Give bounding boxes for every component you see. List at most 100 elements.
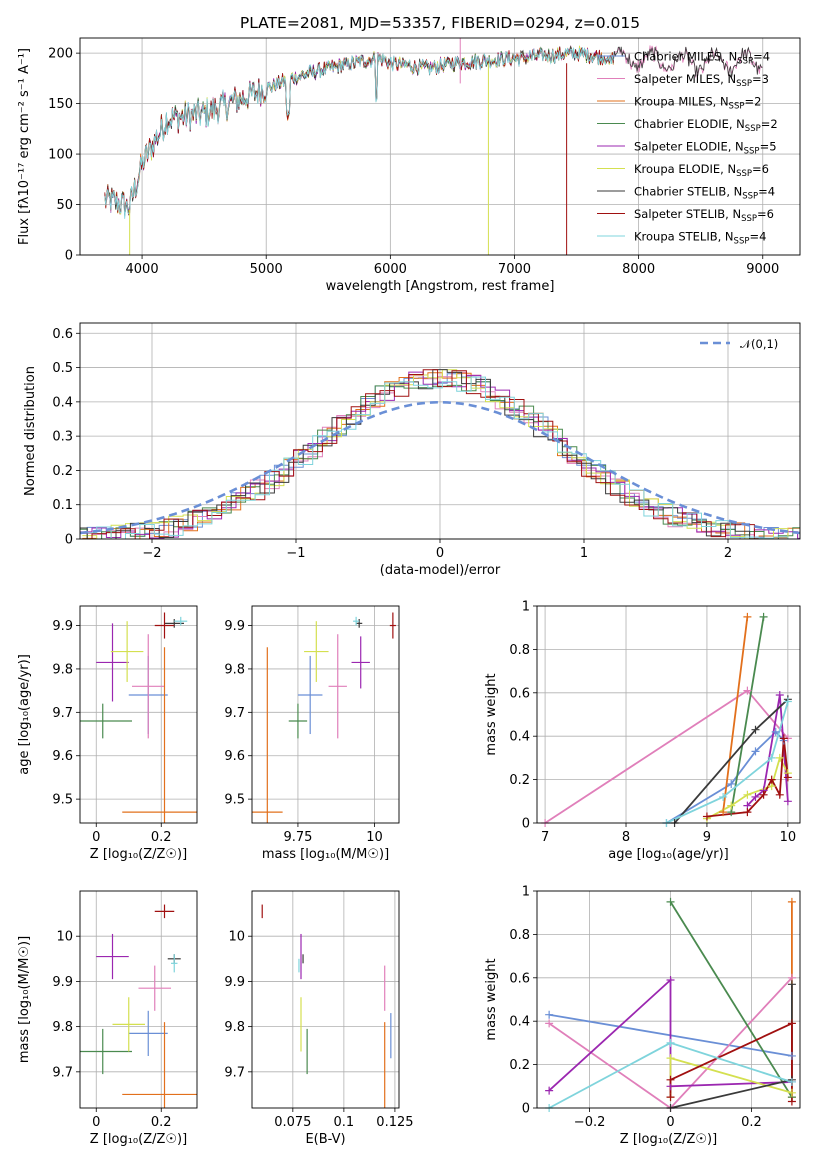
x-axis-label: age [log₁₀(age/yr)] [608,847,729,862]
weight-line-chabrier_elodie [669,901,793,1098]
axes-frame [251,890,400,1109]
y-tick-label: 10 [228,930,245,945]
weight-marker-chabrier_miles [787,1051,796,1060]
y-tick-label: 0.8 [509,643,530,658]
weight-marker-salpeter_stelib [743,808,752,817]
value: =4 [749,230,766,244]
y-axis-label: age [log₁₀(age/yr)] [17,654,32,775]
weight-marker-salpeter_elodie [783,797,792,806]
weight-marker-chabrier_stelib [751,725,760,734]
spectrum-line-chabrier_miles [104,45,614,217]
x-tick-label: 6000 [374,262,407,277]
weight-marker-kroupa_stelib [666,1038,675,1047]
weight-marker-kroupa_stelib [767,753,776,762]
y-tick-label: 9.7 [52,1065,73,1080]
weight-marker-kroupa_stelib [719,792,728,801]
x-tick-label: 0.075 [274,1115,311,1130]
value: =4 [753,50,770,64]
weight-marker-kroupa_miles [743,612,752,621]
subscript: SSP [736,169,752,179]
y-tick-label: 0.3 [52,430,73,445]
y-tick-label: 0.6 [509,971,530,986]
weight-marker-salpeter_elodie [751,792,760,801]
legend-label-salpeter_stelib: Salpeter STELIB, NSSP=6 [634,207,774,224]
weight-line-chabrier_elodie [730,616,765,813]
x-tick-label: 4000 [126,262,159,277]
weight-marker-chabrier_miles [545,1010,554,1019]
axes-frame [536,605,801,824]
y-tick-label: 9.8 [52,1020,73,1035]
legend-label-chabrier_miles: Chabrier MILES, NSSP=4 [634,50,770,67]
weight-marker-salpeter_elodie [545,1086,554,1095]
x-tick-label: −2 [142,546,161,561]
y-tick-label: 100 [48,148,73,163]
weight-marker-kroupa_elodie [727,801,736,810]
weight-marker-salpeter_stelib [787,1019,796,1028]
y-tick-label: 10 [56,930,73,945]
subscript: SSP [729,102,745,112]
weights_vs_age-plot-area [544,616,789,823]
weight-marker-salpeter_stelib [767,775,776,784]
y-tick-label: 9.5 [224,793,245,808]
weight-marker-chabrier_stelib [787,980,796,989]
y-tick-label: 1 [522,885,530,900]
weight-marker-salpeter_stelib [702,812,711,821]
value: =3 [752,72,769,86]
subscript: SSP [734,237,750,247]
y-tick-label: 0 [522,1102,530,1117]
mass_vs_Z-plot-area [80,904,197,1108]
weight-marker-kroupa_stelib [783,697,792,706]
y-tick-label: 9.8 [224,1020,245,1035]
axes-frame [536,890,801,1109]
x-tick-label: 0.2 [741,1115,762,1130]
weight-marker-chabrier_elodie [666,897,675,906]
age_vs_mass-axes: 9.75 10 9.5 9.6 9.7 9.8 9.9 mass [log₁₀(M/M☉)] [224,605,400,862]
weight-marker-salpeter_stelib [759,790,768,799]
age_vs_Z-axes: 0 0.2 9.5 9.6 9.7 9.8 9.9 Z [log₁₀(Z/Z☉)] age [l… [17,605,198,862]
spectrum-line-kroupa_stelib [104,47,614,219]
spectrum-line-salpeter_stelib [104,46,614,216]
x-tick-label: 8 [622,830,630,845]
x-tick-label: 0.1 [334,1115,355,1130]
x-tick-label: 1 [580,546,588,561]
x-tick-label: 8000 [622,262,655,277]
x-tick-label: 10 [780,830,797,845]
x-tick-label: 0 [92,830,100,845]
weight-line-salpeter_miles [548,977,793,1108]
legend-label-kroupa_elodie: Kroupa ELODIE, NSSP=6 [634,162,769,179]
gaussian-curve [80,400,800,535]
weights_vs_age-axes: 7 8 9 10 0 0.2 0.4 0.6 0.8 1 age [log₁₀(age/yr)] ma… [484,600,801,862]
y-tick-label: 9.8 [224,662,245,677]
y-tick-label: 0 [522,817,530,832]
age_vs_Z-plot-area [80,612,197,823]
x-tick-label: 0 [92,1115,100,1130]
y-tick-label: 9.7 [224,706,245,721]
x-tick-label: 0.2 [151,830,172,845]
subscript: SSP [742,192,758,202]
histogram-salpeter_stelib [80,369,800,539]
x-tick-label: 10 [366,830,383,845]
spectrum-line-kroupa_elodie [104,45,614,215]
weight-line-salpeter_elodie [548,977,792,1092]
x-tick-label: 0 [436,546,444,561]
value: =5 [760,140,777,154]
y-tick-label: 9.9 [52,619,73,634]
y-axis-label: mass weight [484,958,499,1040]
y-tick-label: 9.9 [224,619,245,634]
y-tick-label: 0.5 [52,361,73,376]
y-tick-label: 1 [522,600,530,615]
value: =4 [758,185,775,199]
y-tick-label: 9.8 [52,662,73,677]
x-tick-label: 5000 [250,262,283,277]
y-tick-label: 0.6 [509,686,530,701]
legend: Chabrier MILES, NSSP=4 Salpeter MILES, NS… [597,50,778,247]
x-tick-label: 0.125 [376,1115,413,1130]
subscript: SSP [737,57,753,67]
y-tick-label: 9.7 [52,706,73,721]
y-tick-label: 0 [65,533,73,548]
y-tick-label: 0.4 [509,730,530,745]
weight-marker-kroupa_elodie [666,1054,675,1063]
x-axis-label: Z [log₁₀(Z/Z☉)] [620,1132,717,1147]
y-tick-label: 9.9 [52,975,73,990]
